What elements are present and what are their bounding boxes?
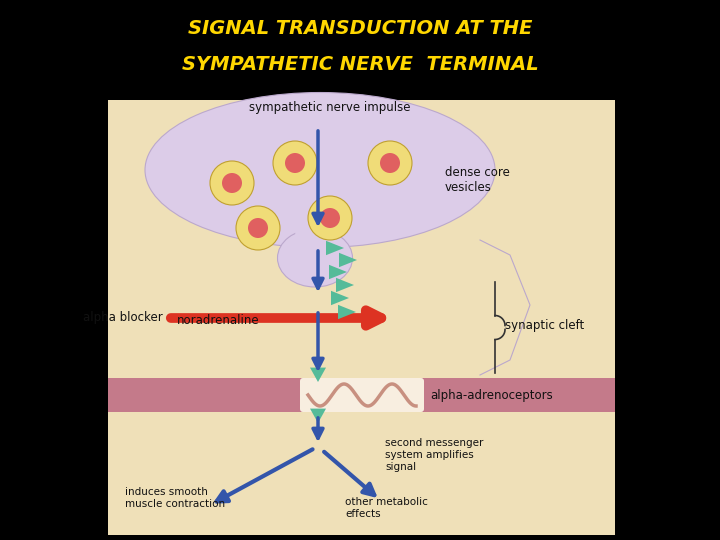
Text: synaptic cleft: synaptic cleft <box>505 319 584 332</box>
Text: second messenger
system amplifies
signal: second messenger system amplifies signal <box>385 438 483 471</box>
Text: other metabolic
effects: other metabolic effects <box>345 497 428 519</box>
Text: noradrenaline: noradrenaline <box>177 314 260 327</box>
Text: induces smooth
muscle contraction: induces smooth muscle contraction <box>125 487 225 509</box>
Polygon shape <box>108 378 615 412</box>
Text: sympathetic nerve impulse: sympathetic nerve impulse <box>249 102 410 114</box>
Circle shape <box>320 208 340 228</box>
Circle shape <box>210 161 254 205</box>
Polygon shape <box>339 253 357 267</box>
Circle shape <box>248 218 268 238</box>
Polygon shape <box>326 241 344 255</box>
Text: alpha blocker: alpha blocker <box>84 312 163 325</box>
FancyBboxPatch shape <box>300 378 424 412</box>
Polygon shape <box>338 305 356 319</box>
Circle shape <box>236 206 280 250</box>
Polygon shape <box>108 100 615 535</box>
Circle shape <box>380 153 400 173</box>
Text: alpha-adrenoceptors: alpha-adrenoceptors <box>430 388 553 402</box>
Circle shape <box>222 173 242 193</box>
Polygon shape <box>331 291 349 305</box>
Text: SYMPATHETIC NERVE  TERMINAL: SYMPATHETIC NERVE TERMINAL <box>181 56 539 75</box>
Polygon shape <box>336 278 354 292</box>
Text: SIGNAL TRANSDUCTION AT THE: SIGNAL TRANSDUCTION AT THE <box>188 18 532 37</box>
Polygon shape <box>310 368 326 382</box>
Circle shape <box>273 141 317 185</box>
Circle shape <box>285 153 305 173</box>
Circle shape <box>308 196 352 240</box>
Circle shape <box>368 141 412 185</box>
Polygon shape <box>293 210 343 262</box>
Ellipse shape <box>277 229 353 287</box>
Polygon shape <box>310 409 326 423</box>
Polygon shape <box>329 265 347 279</box>
Ellipse shape <box>145 92 495 247</box>
Text: dense core
vesicles: dense core vesicles <box>445 166 510 194</box>
